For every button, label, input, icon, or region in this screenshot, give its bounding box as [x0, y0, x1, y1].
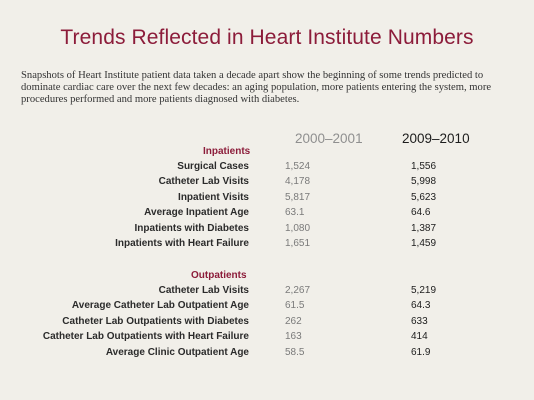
- row-label: Catheter Lab Outpatients with Diabetes: [62, 316, 249, 327]
- value-2009-2010: 5,219: [411, 285, 436, 296]
- row-label: Average Inpatient Age: [144, 207, 249, 218]
- value-2000-2001: 163: [285, 331, 302, 342]
- value-2009-2010: 1,556: [411, 161, 436, 172]
- row-label: Inpatient Visits: [178, 192, 249, 203]
- value-2009-2010: 1,459: [411, 238, 436, 249]
- table-row: Inpatients with Heart Failure 1,651 1,459: [0, 238, 534, 253]
- value-2000-2001: 262: [285, 316, 302, 327]
- value-2009-2010: 5,998: [411, 176, 436, 187]
- column-header-2009-2010: 2009–2010: [402, 131, 470, 146]
- value-2009-2010: 64.6: [411, 207, 430, 218]
- table-row: Catheter Lab Visits 4,178 5,998: [0, 176, 534, 191]
- row-label: Average Catheter Lab Outpatient Age: [72, 300, 249, 311]
- row-label: Surgical Cases: [177, 161, 249, 172]
- value-2000-2001: 1,524: [285, 161, 310, 172]
- table-row: Catheter Lab Outpatients with Heart Fail…: [0, 331, 534, 346]
- row-label: Average Clinic Outpatient Age: [106, 347, 249, 358]
- row-label: Inpatients with Diabetes: [135, 223, 249, 234]
- section-heading-outpatients: Outpatients: [191, 270, 247, 281]
- row-label: Inpatients with Heart Failure: [115, 238, 249, 249]
- row-label: Catheter Lab Visits: [159, 285, 249, 296]
- table-row: Inpatients with Diabetes 1,080 1,387: [0, 223, 534, 238]
- value-2009-2010: 61.9: [411, 347, 430, 358]
- value-2000-2001: 1,080: [285, 223, 310, 234]
- table-row: Inpatient Visits 5,817 5,623: [0, 192, 534, 207]
- section-heading-inpatients: Inpatients: [203, 146, 250, 157]
- page-title: Trends Reflected in Heart Institute Numb…: [0, 26, 534, 50]
- table-row: Average Clinic Outpatient Age 58.5 61.9: [0, 347, 534, 362]
- value-2000-2001: 4,178: [285, 176, 310, 187]
- table-row: Catheter Lab Outpatients with Diabetes 26…: [0, 316, 534, 331]
- value-2009-2010: 633: [411, 316, 428, 327]
- intro-paragraph: Snapshots of Heart Institute patient dat…: [21, 70, 521, 106]
- table-row: Surgical Cases 1,524 1,556: [0, 161, 534, 176]
- value-2000-2001: 63.1: [285, 207, 304, 218]
- table-row: Average Inpatient Age 63.1 64.6: [0, 207, 534, 222]
- row-label: Catheter Lab Visits: [159, 176, 249, 187]
- table-row: Catheter Lab Visits 2,267 5,219: [0, 285, 534, 300]
- value-2000-2001: 58.5: [285, 347, 304, 358]
- value-2000-2001: 1,651: [285, 238, 310, 249]
- row-label: Catheter Lab Outpatients with Heart Fail…: [43, 331, 249, 342]
- value-2009-2010: 1,387: [411, 223, 436, 234]
- table-row: Average Catheter Lab Outpatient Age 61.5 6…: [0, 300, 534, 315]
- value-2009-2010: 414: [411, 331, 428, 342]
- value-2009-2010: 5,623: [411, 192, 436, 203]
- value-2000-2001: 2,267: [285, 285, 310, 296]
- value-2000-2001: 5,817: [285, 192, 310, 203]
- column-header-2000-2001: 2000–2001: [295, 131, 363, 146]
- value-2000-2001: 61.5: [285, 300, 304, 311]
- value-2009-2010: 64.3: [411, 300, 430, 311]
